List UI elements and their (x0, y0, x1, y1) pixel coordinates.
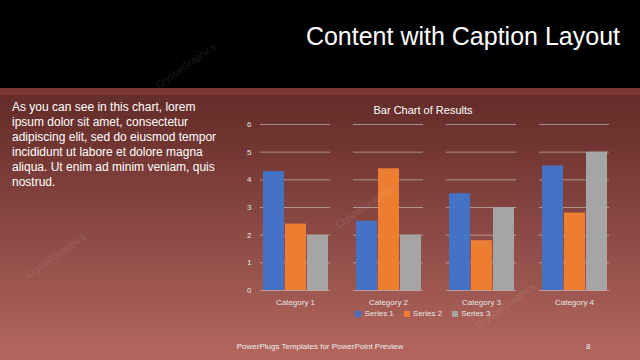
svg-text:5: 5 (247, 148, 252, 157)
svg-text:Category 1: Category 1 (276, 298, 316, 307)
svg-text:1: 1 (247, 258, 252, 267)
svg-text:Category 3: Category 3 (462, 298, 502, 307)
svg-text:6: 6 (247, 120, 252, 129)
svg-text:2: 2 (247, 231, 252, 240)
svg-text:3: 3 (247, 203, 252, 212)
svg-text:Category 2: Category 2 (369, 298, 409, 307)
svg-text:4: 4 (247, 175, 252, 184)
svg-text:0: 0 (247, 286, 252, 295)
svg-text:Category 4: Category 4 (555, 298, 595, 307)
